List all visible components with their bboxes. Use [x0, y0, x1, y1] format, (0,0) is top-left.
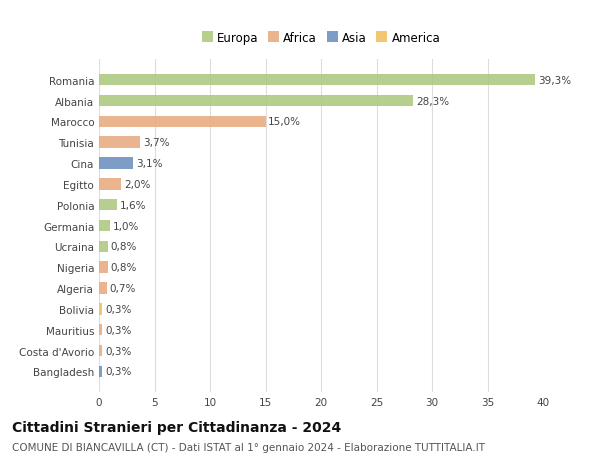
Text: COMUNE DI BIANCAVILLA (CT) - Dati ISTAT al 1° gennaio 2024 - Elaborazione TUTTIT: COMUNE DI BIANCAVILLA (CT) - Dati ISTAT … [12, 442, 485, 452]
Bar [99, 283, 107, 294]
Bar [99, 75, 535, 86]
Text: 28,3%: 28,3% [416, 96, 449, 106]
Bar [99, 200, 117, 211]
Text: 2,0%: 2,0% [124, 179, 151, 190]
Bar [99, 179, 121, 190]
Bar [99, 241, 108, 252]
Text: 0,3%: 0,3% [105, 325, 131, 335]
Bar [99, 345, 103, 357]
Bar [99, 95, 413, 107]
Text: 0,8%: 0,8% [110, 263, 137, 273]
Text: 3,7%: 3,7% [143, 138, 169, 148]
Text: Cittadini Stranieri per Cittadinanza - 2024: Cittadini Stranieri per Cittadinanza - 2… [12, 420, 341, 434]
Bar [99, 366, 103, 377]
Bar [99, 325, 103, 336]
Bar [99, 220, 110, 232]
Bar [99, 303, 103, 315]
Legend: Europa, Africa, Asia, America: Europa, Africa, Asia, America [202, 32, 440, 45]
Text: 0,3%: 0,3% [105, 367, 131, 376]
Bar [99, 262, 108, 274]
Text: 0,3%: 0,3% [105, 304, 131, 314]
Text: 0,8%: 0,8% [110, 242, 137, 252]
Text: 39,3%: 39,3% [538, 76, 571, 85]
Text: 3,1%: 3,1% [136, 159, 163, 168]
Text: 0,3%: 0,3% [105, 346, 131, 356]
Bar [99, 158, 133, 169]
Text: 0,7%: 0,7% [110, 284, 136, 293]
Text: 15,0%: 15,0% [268, 117, 301, 127]
Text: 1,6%: 1,6% [119, 200, 146, 210]
Bar [99, 117, 265, 128]
Bar [99, 137, 140, 149]
Text: 1,0%: 1,0% [113, 221, 139, 231]
